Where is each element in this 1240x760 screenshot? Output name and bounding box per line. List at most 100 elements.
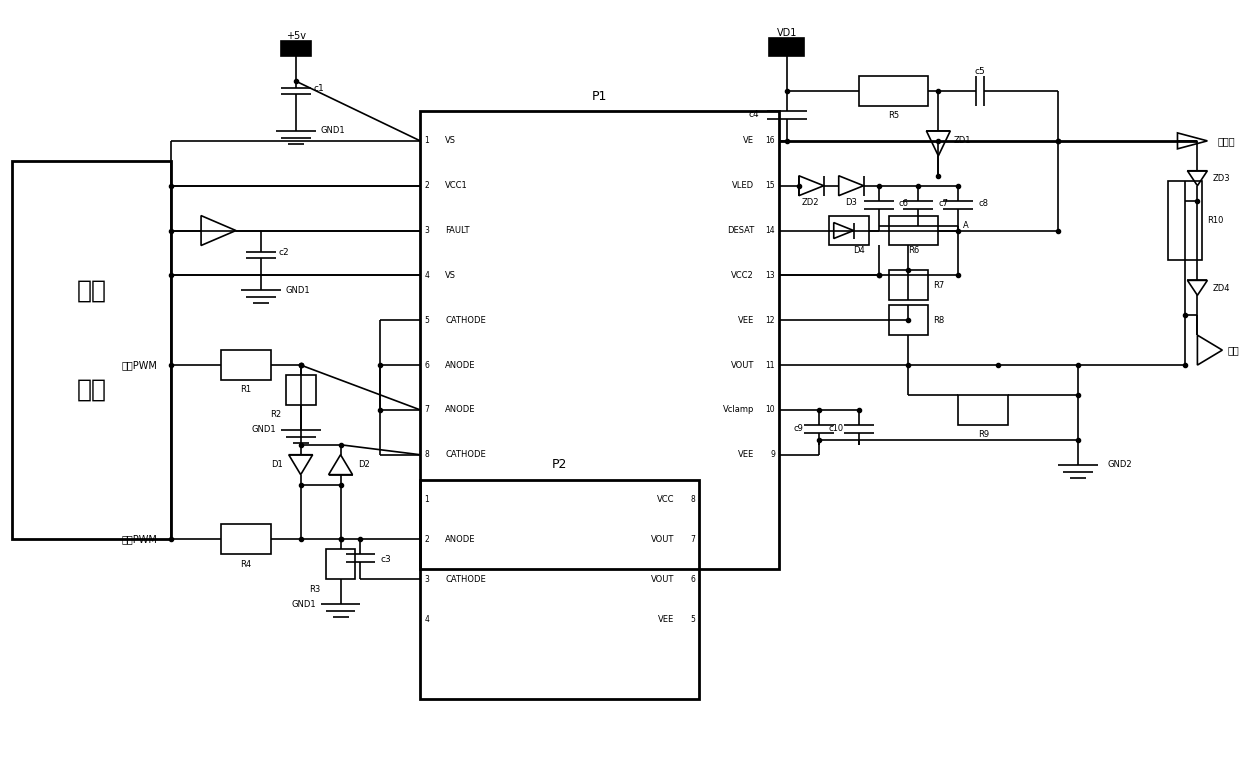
Text: A: A [963, 221, 968, 230]
Text: 14: 14 [765, 226, 775, 235]
Text: 9: 9 [770, 450, 775, 459]
Text: 6: 6 [424, 360, 429, 369]
Text: P2: P2 [552, 458, 568, 471]
Text: VEE: VEE [738, 315, 754, 325]
Text: c2: c2 [279, 248, 289, 257]
Text: c7: c7 [939, 199, 949, 208]
Text: VD1: VD1 [776, 28, 797, 38]
Text: VCC: VCC [657, 495, 675, 504]
Text: P1: P1 [591, 90, 608, 103]
Text: 6: 6 [691, 575, 696, 584]
Text: 3: 3 [424, 575, 429, 584]
Text: 芯片: 芯片 [77, 378, 107, 402]
Text: 下部PWM: 下部PWM [122, 534, 157, 544]
Text: 5: 5 [691, 615, 696, 624]
Bar [280, 41, 311, 56]
Text: ANODE: ANODE [445, 405, 476, 414]
Text: CATHODE: CATHODE [445, 575, 486, 584]
Bar [420, 480, 699, 699]
Text: c1: c1 [314, 84, 325, 93]
Text: ANODE: ANODE [445, 535, 476, 544]
Text: Vclamp: Vclamp [723, 405, 754, 414]
Text: R10: R10 [1208, 216, 1224, 225]
Text: 门极: 门极 [1228, 345, 1239, 355]
Text: R2: R2 [269, 410, 280, 420]
Bar [769, 38, 804, 56]
Text: 15: 15 [765, 181, 775, 190]
Text: 10: 10 [765, 405, 775, 414]
Text: c10: c10 [828, 424, 843, 433]
Bar [420, 111, 779, 569]
Text: 3: 3 [424, 226, 429, 235]
Text: +5v: +5v [285, 31, 306, 41]
Text: D4: D4 [853, 246, 864, 255]
Text: ZD4: ZD4 [1213, 283, 1230, 293]
Text: VEE: VEE [738, 450, 754, 459]
Text: GND1: GND1 [321, 126, 345, 135]
Text: c5: c5 [975, 67, 986, 76]
Text: c4: c4 [749, 110, 759, 119]
Text: 发射极: 发射极 [1218, 136, 1235, 146]
Text: 7: 7 [691, 535, 696, 544]
Text: VCC1: VCC1 [445, 181, 467, 190]
Text: 7: 7 [424, 405, 429, 414]
Bar [221, 350, 270, 380]
Text: 4: 4 [424, 271, 429, 280]
Text: 主控: 主控 [77, 278, 107, 302]
Text: CATHODE: CATHODE [445, 315, 486, 325]
Bar [889, 306, 929, 335]
Text: c8: c8 [978, 199, 988, 208]
Text: VOUT: VOUT [651, 535, 675, 544]
Text: 上部PWM: 上部PWM [122, 360, 157, 370]
Bar [959, 395, 1008, 425]
Text: 2: 2 [424, 181, 429, 190]
Text: VS: VS [445, 271, 456, 280]
Text: D2: D2 [358, 461, 371, 469]
Text: ZD1: ZD1 [954, 136, 971, 145]
Text: ZD3: ZD3 [1213, 174, 1230, 183]
Text: DESAT: DESAT [727, 226, 754, 235]
Text: 13: 13 [765, 271, 775, 280]
Text: VS: VS [445, 136, 456, 145]
Text: R8: R8 [934, 315, 945, 325]
Text: R5: R5 [888, 112, 899, 121]
Text: R1: R1 [241, 385, 252, 394]
Text: 2: 2 [424, 535, 429, 544]
Text: VEE: VEE [658, 615, 675, 624]
Text: R4: R4 [241, 560, 252, 568]
Text: VOUT: VOUT [651, 575, 675, 584]
Text: R9: R9 [977, 430, 988, 439]
Text: 5: 5 [424, 315, 429, 325]
Text: VE: VE [743, 136, 754, 145]
Bar [889, 216, 939, 245]
Text: GND1: GND1 [285, 286, 310, 295]
Text: ZD2: ZD2 [802, 198, 820, 207]
Text: CATHODE: CATHODE [445, 450, 486, 459]
Text: R7: R7 [934, 281, 945, 290]
Bar [11, 161, 171, 540]
Text: GND2: GND2 [1107, 461, 1132, 469]
Bar [1168, 181, 1203, 261]
Text: GND1: GND1 [291, 600, 316, 609]
Text: 4: 4 [424, 615, 429, 624]
Text: 8: 8 [691, 495, 696, 504]
Text: D3: D3 [844, 198, 857, 207]
Text: R3: R3 [309, 584, 321, 594]
Bar [326, 549, 356, 579]
Text: c6: c6 [899, 199, 909, 208]
Text: 16: 16 [765, 136, 775, 145]
Bar [858, 76, 929, 106]
Text: VOUT: VOUT [730, 360, 754, 369]
Bar [828, 216, 868, 245]
Text: 11: 11 [765, 360, 775, 369]
Text: c3: c3 [381, 555, 391, 564]
Text: 1: 1 [424, 136, 429, 145]
Text: VCC2: VCC2 [732, 271, 754, 280]
Text: 1: 1 [424, 495, 429, 504]
Text: D1: D1 [272, 461, 283, 469]
Text: c9: c9 [794, 424, 804, 433]
Text: 12: 12 [765, 315, 775, 325]
Text: VLED: VLED [732, 181, 754, 190]
Text: 8: 8 [424, 450, 429, 459]
Bar [889, 271, 929, 300]
